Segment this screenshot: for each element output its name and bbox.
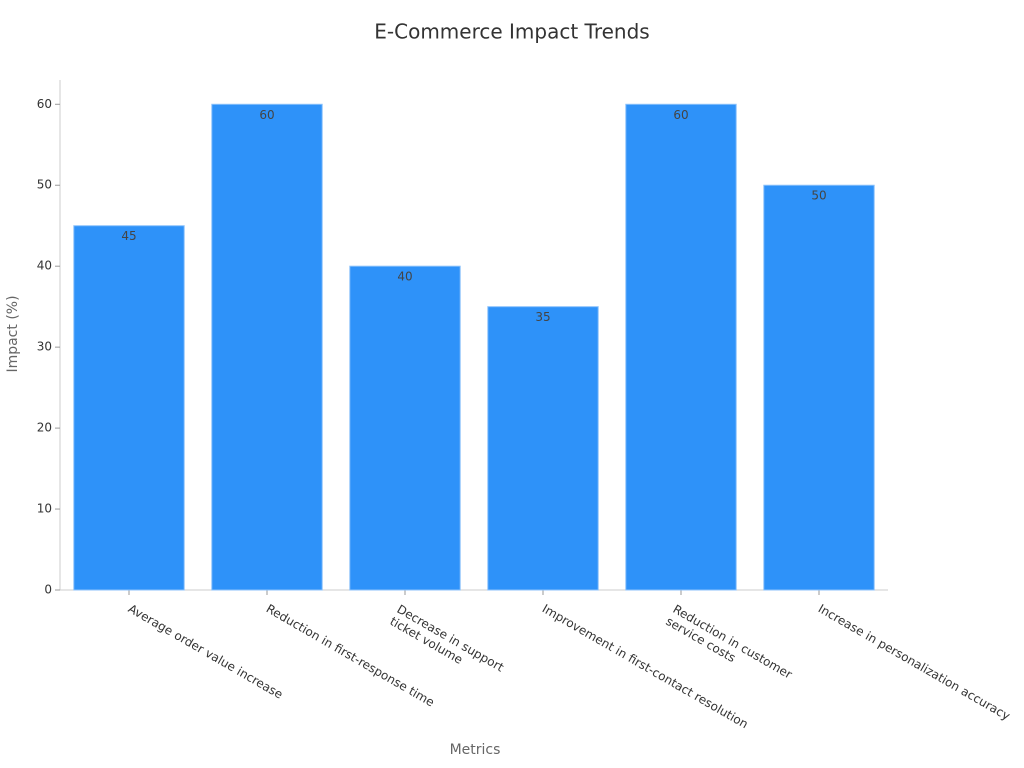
y-tick-label: 20 [37, 421, 52, 435]
bar [763, 184, 875, 591]
value-label: 40 [397, 270, 412, 284]
bar [625, 103, 737, 591]
bar [211, 103, 323, 591]
value-label: 50 [811, 189, 826, 203]
x-tick-label: Increase in personalization accuracy [816, 602, 1013, 724]
bar [73, 225, 185, 591]
x-tick-label: Decrease in supportticket volume [388, 602, 507, 687]
x-tick-label: Average order value increase [126, 602, 285, 702]
value-label: 60 [673, 108, 688, 122]
y-tick-label: 30 [37, 340, 52, 354]
bar [349, 265, 461, 591]
chart-title: E-Commerce Impact Trends [374, 20, 649, 44]
y-tick-label: 60 [37, 97, 52, 111]
y-tick-label: 10 [37, 502, 52, 516]
value-label: 45 [121, 229, 136, 243]
y-tick-label: 0 [44, 583, 52, 597]
x-tick-label: Improvement in first-contact resolution [540, 602, 751, 732]
value-label: 60 [259, 108, 274, 122]
x-axis-title: Metrics [450, 742, 501, 758]
y-axis-title: Impact (%) [5, 295, 21, 372]
value-label: 35 [535, 310, 550, 324]
y-tick-label: 50 [37, 178, 52, 192]
bar [487, 306, 599, 591]
y-tick-label: 40 [37, 259, 52, 273]
